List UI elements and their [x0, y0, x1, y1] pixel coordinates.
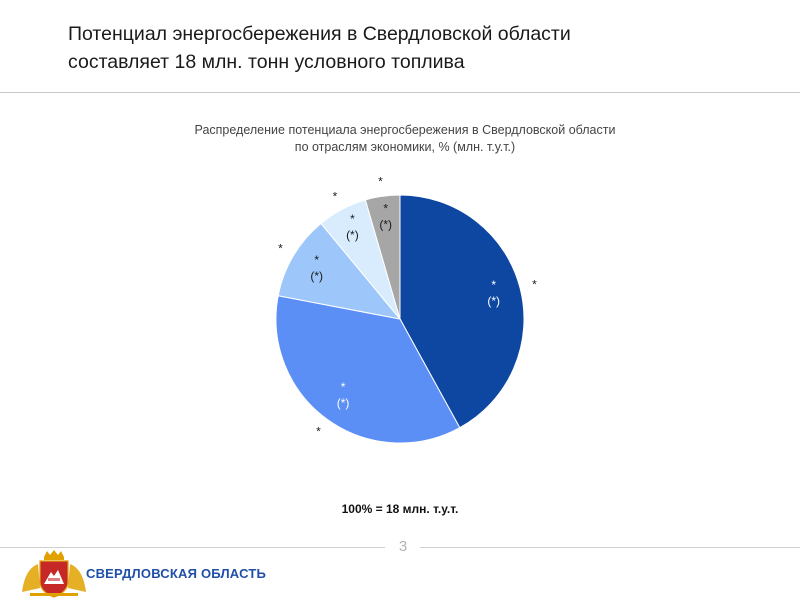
chart-title-line-1: Распределение потенциала энергосбережени…	[194, 123, 616, 137]
footer-divider-left	[0, 547, 385, 548]
slice-5-outer-label: *	[378, 175, 383, 189]
slide-title-line-1: Потенциал энергосбережения в Свердловско…	[68, 23, 571, 45]
pie-slice-1	[399, 194, 525, 429]
slice-3-inner-label-1: *	[314, 253, 319, 267]
pie-slice-3	[277, 222, 402, 320]
slice-4-inner-label-1: *	[350, 212, 355, 226]
slice-1-inner-label-1: *	[491, 278, 496, 292]
pie-slice-2	[275, 295, 461, 444]
footer-divider-right	[420, 547, 800, 548]
slide-title: Потенциал энергосбережения в Свердловско…	[68, 20, 768, 76]
region-name: СВЕРДЛОВСКАЯ ОБЛАСТЬ	[86, 566, 267, 581]
chart-title-line-2: по отраслям экономики, % (млн. т.у.т.)	[294, 140, 516, 154]
slice-5-inner-label-2: (*)	[379, 217, 392, 231]
total-note: 100% = 18 млн. т.у.т.	[341, 502, 459, 516]
slice-2-inner-label-2: (*)	[337, 396, 350, 410]
chart-title: Распределение потенциала энергосбережени…	[110, 122, 700, 156]
slice-3-outer-label: *	[278, 241, 283, 255]
coat-of-arms-icon	[22, 550, 86, 598]
slice-2-outer-label: *	[316, 424, 321, 438]
slide-title-line-2: составляет 18 млн. тонн условного топлив…	[68, 51, 465, 73]
slice-2-inner-label-1: *	[341, 380, 346, 394]
page-number: 3	[398, 538, 408, 555]
slice-1-outer-label: *	[532, 278, 537, 292]
slice-1-inner-label-2: (*)	[487, 294, 500, 308]
slice-3-inner-label-2: (*)	[310, 269, 323, 283]
title-divider	[0, 92, 800, 93]
slice-4-outer-label: *	[333, 189, 338, 203]
slice-5-inner-label-1: *	[383, 201, 388, 215]
slice-4-inner-label-2: (*)	[346, 228, 359, 242]
pie-slice-5	[364, 194, 401, 320]
